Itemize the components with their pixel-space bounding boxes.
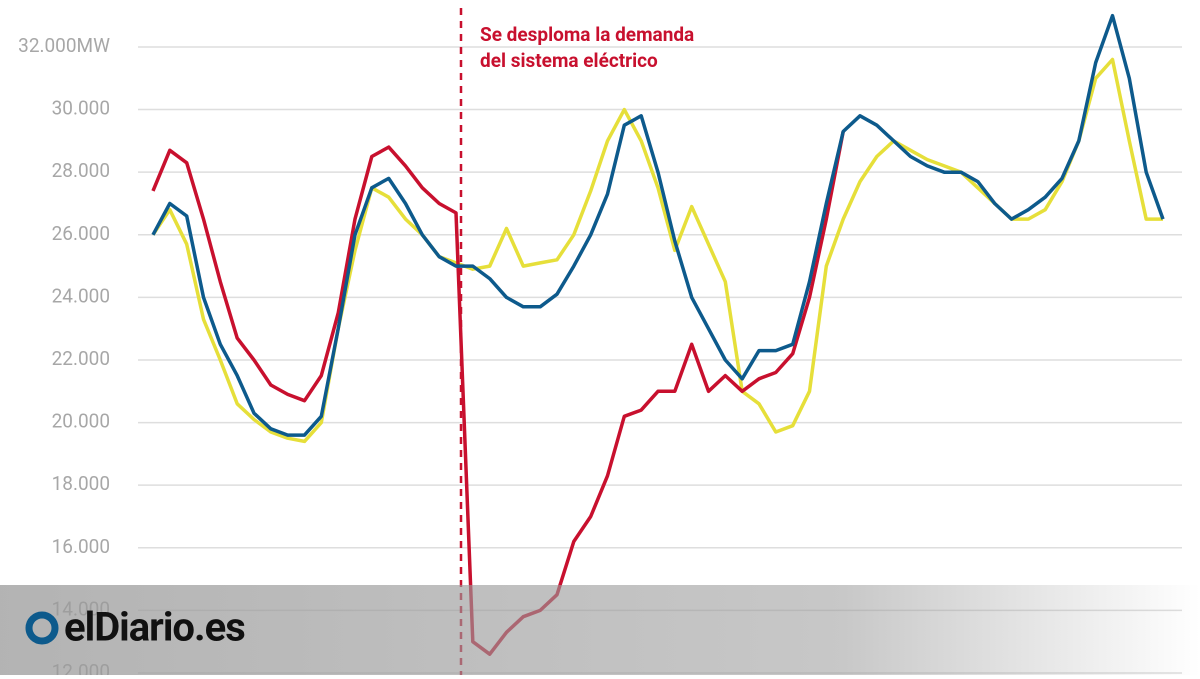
y-tick-label: 28.000 — [52, 159, 110, 182]
y-tick-label: 22.000 — [52, 347, 110, 370]
lines — [151, 13, 1165, 656]
y-tick-label: 18.000 — [52, 472, 110, 495]
y-tick-label: 26.000 — [52, 222, 110, 245]
series-line — [151, 13, 1165, 437]
series-line — [151, 131, 845, 656]
y-tick-label: 16.000 — [52, 535, 110, 558]
grid: 12.00014.00016.00018.00020.00022.00024.0… — [18, 34, 1182, 679]
series-line — [151, 57, 1163, 444]
y-tick-label: 20.000 — [52, 410, 110, 433]
annotation: Se desploma la demanda del sistema eléctr… — [480, 23, 694, 72]
banner — [0, 585, 1200, 675]
y-tick-label: 24.000 — [52, 284, 110, 307]
logo-icon — [25, 611, 59, 645]
logo: elDiario.es — [64, 604, 245, 651]
annotation-line: del sistema eléctrico — [480, 49, 658, 72]
y-tick-label: 30.000 — [52, 97, 110, 120]
annotation-line: Se desploma la demanda — [480, 23, 694, 46]
y-tick-label: 32.000MW — [18, 34, 110, 57]
